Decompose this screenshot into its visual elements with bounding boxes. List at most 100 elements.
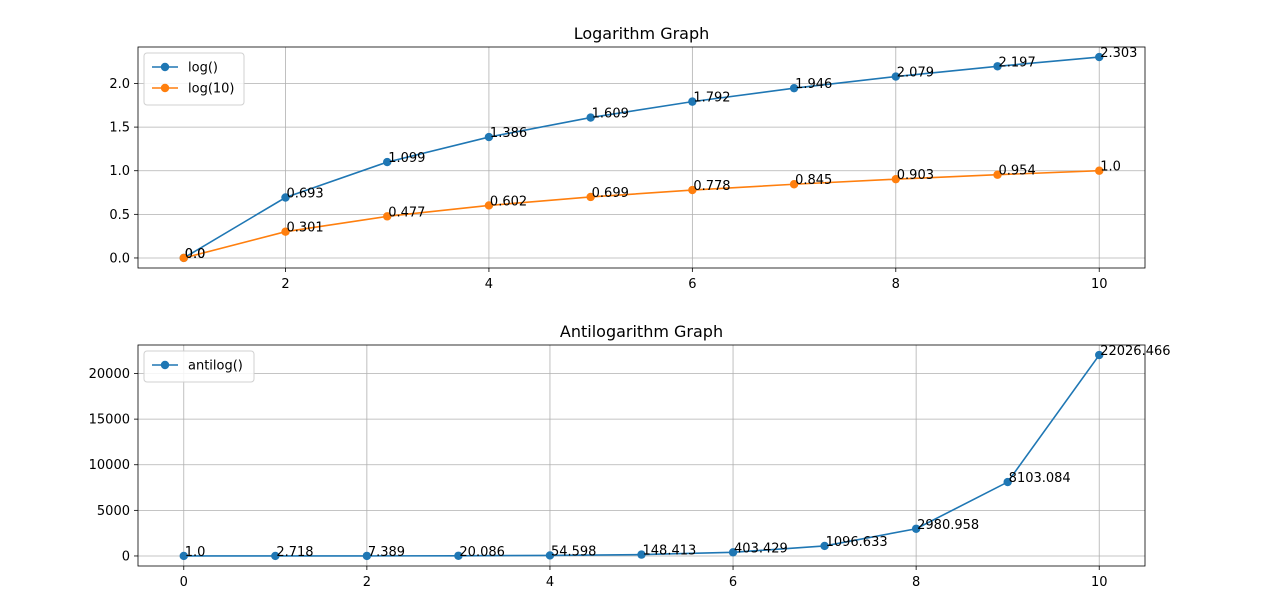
- data-point: [484, 132, 494, 142]
- data-point: [688, 97, 697, 106]
- data-label: 8103.084: [1009, 471, 1071, 486]
- series-line: [183, 169, 1100, 259]
- data-label: 0.845: [795, 173, 832, 188]
- y-tick-label: 0.5: [109, 208, 130, 223]
- data-label: 0.903: [897, 168, 934, 183]
- data-label: 1096.633: [826, 535, 888, 550]
- y-tick-label: 15000: [89, 413, 130, 428]
- data-point: [688, 185, 697, 195]
- data-label: 2980.958: [917, 518, 979, 533]
- legend-label: log(10): [188, 82, 235, 97]
- y-tick-label: 2.0: [109, 77, 130, 92]
- legend-marker: [160, 360, 170, 370]
- x-tick-label: 6: [729, 575, 737, 590]
- chart-title: Logarithm Graph: [574, 24, 710, 43]
- data-point: [911, 524, 921, 533]
- x-tick-label: 4: [546, 575, 554, 590]
- x-tick-label: 4: [485, 277, 493, 292]
- data-point: [820, 541, 829, 551]
- data-label: 1.386: [490, 126, 527, 141]
- data-label: 0.0: [185, 247, 206, 262]
- data-label: 0.699: [592, 186, 629, 201]
- data-label: 403.429: [734, 541, 788, 556]
- data-label: 1.609: [592, 107, 629, 122]
- data-point: [271, 551, 280, 561]
- y-tick-label: 5000: [97, 504, 130, 519]
- data-label: 0.477: [388, 205, 425, 220]
- data-label: 1.792: [693, 91, 730, 106]
- x-tick-label: 2: [363, 575, 371, 590]
- legend-marker: [160, 62, 170, 72]
- x-tick-label: 8: [892, 277, 900, 292]
- data-point: [637, 550, 646, 559]
- legend-box: [143, 350, 255, 383]
- x-tick-label: 10: [1091, 277, 1108, 292]
- data-point: [891, 72, 900, 81]
- y-tick-label: 10000: [89, 458, 130, 473]
- data-point: [545, 551, 555, 560]
- data-label: 0.954: [999, 164, 1036, 179]
- chart-2: Antilogarithm Graph 0 2 4 6 8 10 0 5000 10000 1500…: [89, 322, 1171, 590]
- data-point: [484, 201, 494, 210]
- x-tick-label: 2: [281, 277, 289, 292]
- data-point: [993, 62, 1002, 71]
- data-label: 2.303: [1100, 46, 1137, 61]
- y-tick-label: 1.5: [109, 121, 130, 136]
- x-tick-label: 0: [180, 575, 188, 590]
- y-tick-label: 0.0: [109, 251, 130, 266]
- grid: [138, 345, 1145, 566]
- plot-frame: [137, 46, 1146, 269]
- data-label: 0.602: [490, 194, 527, 209]
- y-tick-label: 0: [122, 549, 130, 564]
- data-point: [789, 83, 799, 93]
- data-point: [281, 227, 290, 236]
- data-label: 2.718: [276, 545, 313, 560]
- data-point: [1095, 52, 1104, 62]
- data-label: 1.0: [185, 545, 206, 560]
- legend: log() log(10): [143, 52, 245, 106]
- data-label: 148.413: [643, 544, 697, 559]
- data-point: [586, 113, 595, 122]
- data-label: 1.099: [388, 151, 425, 166]
- data-point: [179, 253, 188, 263]
- data-point: [281, 193, 290, 202]
- data-point: [1003, 477, 1012, 487]
- data-point: [1095, 350, 1104, 360]
- grid: [138, 47, 1145, 268]
- data-point: [383, 212, 392, 221]
- data-label: 2.079: [897, 66, 934, 81]
- x-tick-label: 8: [912, 575, 920, 590]
- legend: antilog(): [143, 350, 255, 383]
- y-tick-label: 20000: [89, 367, 130, 382]
- data-point: [1095, 166, 1104, 175]
- data-label: 0.693: [286, 187, 323, 202]
- x-tick-label: 6: [688, 277, 696, 292]
- data-point: [586, 192, 595, 202]
- data-point: [362, 551, 372, 561]
- y-tick-label: 1.0: [109, 164, 130, 179]
- data-point: [454, 551, 463, 560]
- data-point: [179, 551, 188, 561]
- data-label: 54.598: [551, 544, 597, 559]
- data-label: 0.778: [693, 179, 730, 194]
- data-point: [728, 548, 738, 557]
- plot-frame: [137, 344, 1146, 567]
- legend-label: antilog(): [188, 359, 243, 374]
- data-label: 22026.466: [1100, 344, 1170, 359]
- data-label: 0.301: [286, 221, 323, 236]
- data-label: 1.0: [1100, 160, 1121, 175]
- data-label: 1.946: [795, 77, 832, 92]
- data-point: [383, 157, 392, 167]
- chart-title: Antilogarithm Graph: [560, 322, 723, 341]
- data-label: 2.197: [999, 55, 1036, 70]
- data-label: 20.086: [459, 545, 505, 560]
- data-point: [891, 174, 900, 184]
- series-antilog(): 1.0 2.718 7.389 20.086 54.598 148.413 403.429 1…: [179, 344, 1171, 561]
- data-point: [789, 180, 799, 189]
- series-line: [183, 56, 1100, 259]
- data-point: [993, 170, 1002, 179]
- series-log(10): 0.0 0.301 0.477 0.602 0.699 0.778 0.845 0.903 0.…: [179, 160, 1121, 263]
- legend-marker: [160, 83, 170, 93]
